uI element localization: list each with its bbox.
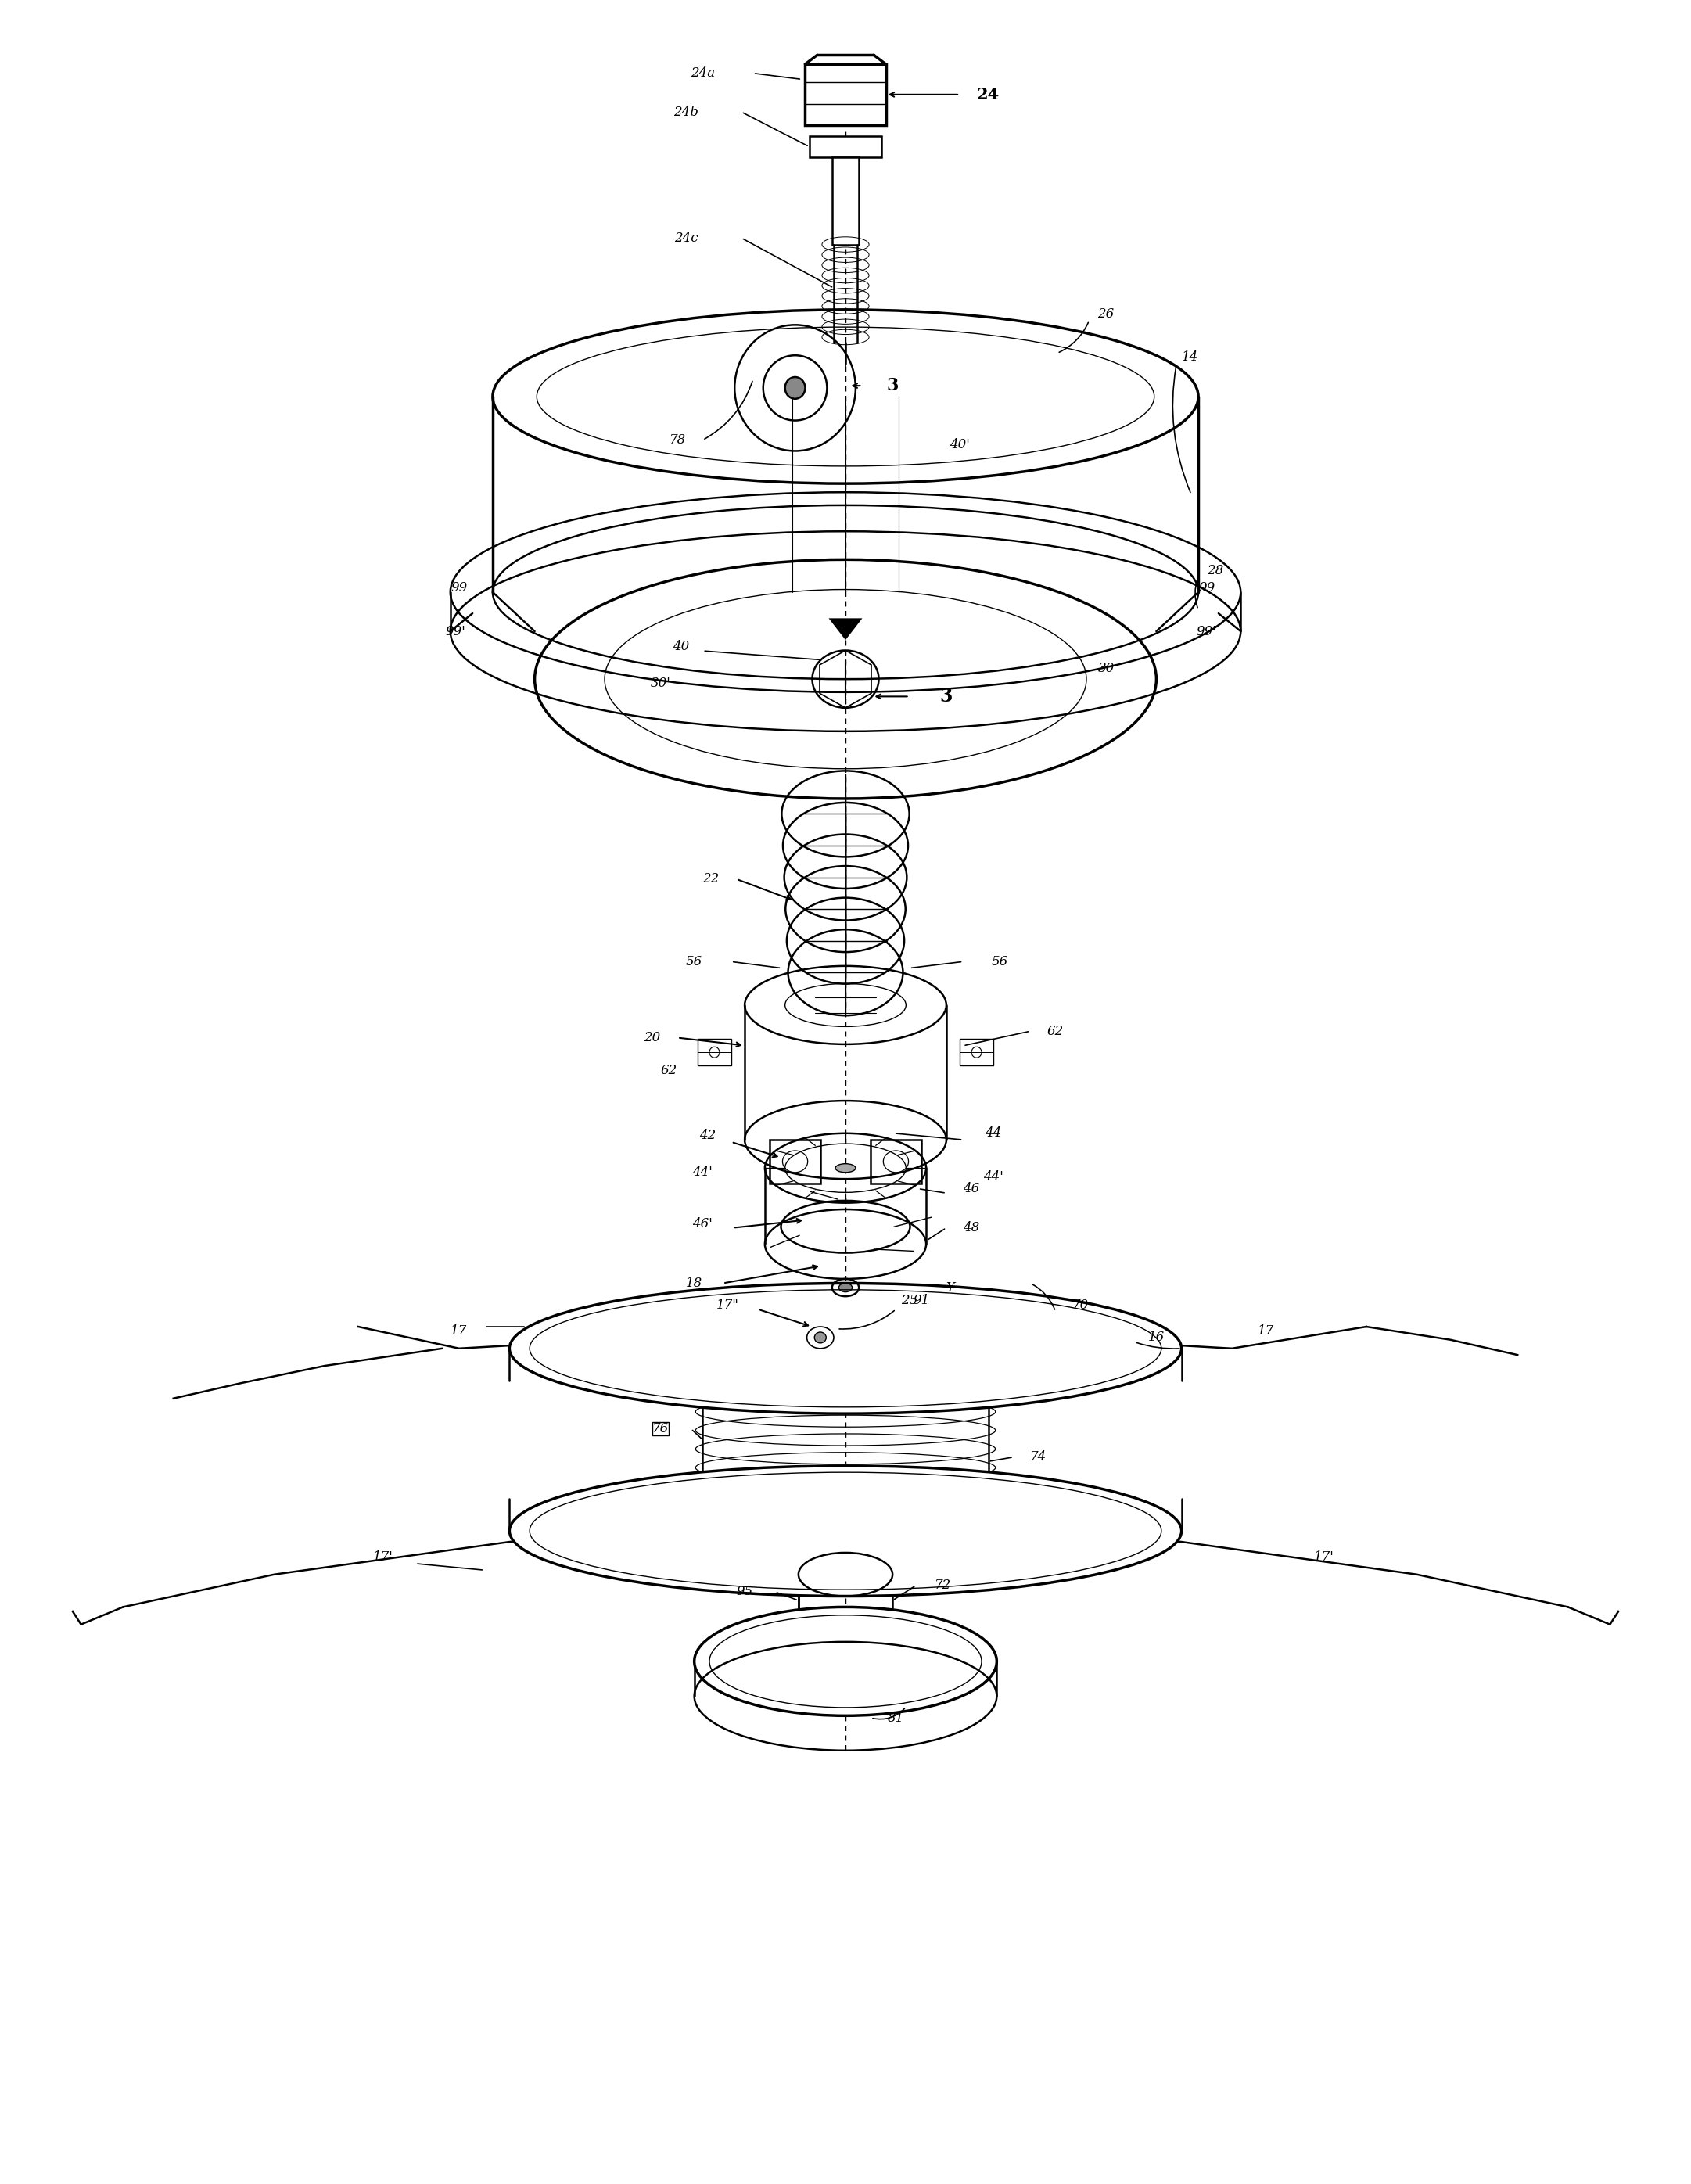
Text: 24c: 24c: [675, 232, 698, 245]
Text: 44: 44: [986, 1127, 1001, 1140]
Text: 18: 18: [687, 1278, 702, 1291]
Text: 17: 17: [1256, 1324, 1273, 1337]
Text: 99': 99': [446, 625, 465, 638]
Text: 76: 76: [653, 1422, 670, 1435]
Ellipse shape: [839, 1284, 852, 1293]
Text: 46: 46: [964, 1182, 979, 1195]
Text: 99': 99': [1197, 625, 1218, 638]
Text: 30: 30: [1097, 662, 1114, 675]
Text: 91: 91: [913, 1293, 930, 1308]
Bar: [871, 1140, 922, 1184]
Ellipse shape: [695, 1607, 996, 1717]
Text: 17: 17: [451, 1324, 467, 1337]
Ellipse shape: [785, 378, 805, 400]
Text: 3: 3: [940, 688, 952, 705]
Text: 14: 14: [1182, 352, 1199, 365]
Text: 30': 30': [651, 677, 671, 690]
Text: 40': 40': [950, 437, 971, 452]
Text: 22: 22: [703, 871, 719, 887]
Text: 25: 25: [901, 1293, 918, 1308]
Polygon shape: [829, 618, 862, 640]
Ellipse shape: [509, 1465, 1182, 1597]
Text: 62: 62: [661, 1064, 678, 1077]
Text: 40: 40: [673, 640, 690, 653]
Bar: [698, 1040, 731, 1066]
Ellipse shape: [815, 1332, 827, 1343]
Text: 26: 26: [1097, 308, 1114, 321]
Text: 44': 44': [982, 1171, 1003, 1184]
Text: 44': 44': [693, 1166, 714, 1179]
Text: 16: 16: [1148, 1330, 1165, 1343]
Text: 42: 42: [700, 1129, 715, 1142]
Text: 70: 70: [1072, 1297, 1089, 1313]
Text: 62: 62: [1047, 1024, 1064, 1037]
Text: 24: 24: [977, 87, 999, 103]
Bar: [769, 1140, 820, 1184]
Text: 76: 76: [653, 1422, 670, 1435]
Text: 46': 46': [693, 1216, 714, 1230]
Text: 17': 17': [374, 1551, 394, 1564]
Text: 74: 74: [1030, 1450, 1047, 1463]
Text: 56: 56: [991, 954, 1008, 968]
Text: 99: 99: [1199, 581, 1216, 594]
Bar: [832, 157, 859, 245]
Text: 72: 72: [935, 1579, 952, 1592]
Bar: [805, 63, 886, 124]
Ellipse shape: [835, 1164, 856, 1173]
Text: 48: 48: [964, 1221, 979, 1234]
Text: 24a: 24a: [690, 66, 715, 81]
Text: 20: 20: [644, 1031, 661, 1044]
Text: 78: 78: [670, 432, 687, 448]
Text: 81: 81: [888, 1712, 905, 1725]
Text: 17': 17': [1314, 1551, 1334, 1564]
Bar: [810, 135, 881, 157]
Text: 28: 28: [1207, 563, 1224, 577]
Bar: [960, 1040, 993, 1066]
Text: 3: 3: [886, 378, 898, 395]
Ellipse shape: [509, 1284, 1182, 1413]
Text: 99: 99: [451, 581, 467, 594]
Text: Y: Y: [945, 1282, 954, 1295]
Text: 95: 95: [736, 1586, 752, 1599]
Text: 24b: 24b: [673, 105, 698, 118]
Text: 56: 56: [687, 954, 702, 968]
Text: 17": 17": [717, 1297, 739, 1313]
